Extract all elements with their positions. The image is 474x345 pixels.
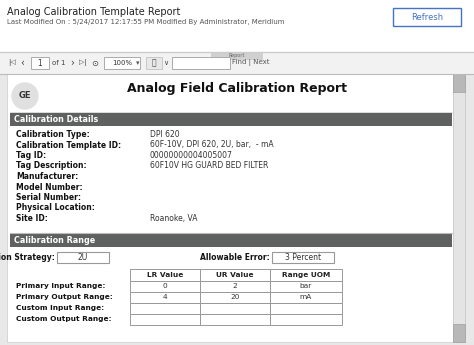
Bar <box>146 57 162 69</box>
Text: 4: 4 <box>163 294 167 300</box>
Text: LR Value: LR Value <box>147 272 183 278</box>
Text: Analog Field Calibration Report: Analog Field Calibration Report <box>127 82 347 95</box>
Text: Physical Location:: Physical Location: <box>16 204 95 213</box>
Text: bar: bar <box>300 283 312 289</box>
Text: Calibration Details: Calibration Details <box>14 115 98 124</box>
Text: Allowable Error:: Allowable Error: <box>200 253 270 262</box>
Text: Calibration Type:: Calibration Type: <box>16 130 90 139</box>
Bar <box>200 281 270 292</box>
Text: Tag Description:: Tag Description: <box>16 161 87 170</box>
Text: 1: 1 <box>37 59 42 68</box>
Text: ⊙: ⊙ <box>91 59 98 68</box>
Bar <box>211 52 263 60</box>
Bar <box>130 269 200 281</box>
Bar <box>130 281 200 292</box>
Bar <box>453 324 465 342</box>
Text: ∨: ∨ <box>163 60 168 66</box>
Text: Manufacturer:: Manufacturer: <box>16 172 78 181</box>
Bar <box>270 269 342 281</box>
Text: ▷|: ▷| <box>79 59 87 67</box>
Bar <box>57 252 109 263</box>
Text: |◁: |◁ <box>8 59 16 67</box>
Bar <box>7 74 460 342</box>
Text: Model Number:: Model Number: <box>16 183 82 191</box>
Bar <box>270 314 342 325</box>
Text: DPI 620: DPI 620 <box>150 130 180 139</box>
Text: 60F10V HG GUARD BED FILTER: 60F10V HG GUARD BED FILTER <box>150 161 268 170</box>
Bar <box>453 74 465 92</box>
Bar <box>270 292 342 303</box>
Bar <box>0 0 474 52</box>
Text: ‹: ‹ <box>20 58 24 68</box>
Text: 🖫: 🖫 <box>152 59 156 68</box>
Bar <box>393 8 461 26</box>
Text: Report: Report <box>229 53 245 59</box>
Bar <box>200 269 270 281</box>
Text: Primary Output Range:: Primary Output Range: <box>16 294 113 300</box>
Text: Last Modified On : 5/24/2017 12:17:55 PM Modified By Administrator, Meridium: Last Modified On : 5/24/2017 12:17:55 PM… <box>7 19 284 25</box>
Text: Serial Number:: Serial Number: <box>16 193 81 202</box>
Text: Custom Output Range:: Custom Output Range: <box>16 316 111 322</box>
Bar <box>200 303 270 314</box>
Bar <box>453 74 465 342</box>
Text: 100%: 100% <box>112 60 132 66</box>
Bar <box>31 57 49 69</box>
Text: GE: GE <box>19 91 31 100</box>
Bar <box>200 292 270 303</box>
Bar <box>10 113 452 126</box>
Text: Roanoke, VA: Roanoke, VA <box>150 214 198 223</box>
Bar <box>130 303 200 314</box>
Bar <box>270 281 342 292</box>
Bar <box>130 292 200 303</box>
Text: Find | Next: Find | Next <box>232 59 270 67</box>
Text: Calibration Range: Calibration Range <box>14 236 95 245</box>
Text: Calibration Template ID:: Calibration Template ID: <box>16 140 121 149</box>
Text: Tag ID:: Tag ID: <box>16 151 46 160</box>
Bar <box>272 252 334 263</box>
Bar <box>130 314 200 325</box>
Text: 3 Percent: 3 Percent <box>285 253 321 262</box>
Text: ▾: ▾ <box>136 60 140 66</box>
Text: 00000000004005007: 00000000004005007 <box>150 151 233 160</box>
Bar <box>200 314 270 325</box>
Text: 60F-10V, DPI 620, 2U, bar,  - mA: 60F-10V, DPI 620, 2U, bar, - mA <box>150 140 273 149</box>
Bar <box>270 303 342 314</box>
Bar <box>10 234 452 247</box>
Text: of 1: of 1 <box>52 60 65 66</box>
Text: Custom Input Range:: Custom Input Range: <box>16 305 104 311</box>
Text: Calibration Strategy:: Calibration Strategy: <box>0 253 55 262</box>
Text: Site ID:: Site ID: <box>16 214 48 223</box>
Text: Range UOM: Range UOM <box>282 272 330 278</box>
Circle shape <box>12 83 38 109</box>
Text: Primary Input Range:: Primary Input Range: <box>16 283 105 289</box>
Text: mA: mA <box>300 294 312 300</box>
Text: ›: › <box>70 58 74 68</box>
Text: 20: 20 <box>230 294 240 300</box>
Bar <box>104 57 140 69</box>
Bar <box>172 57 230 69</box>
Text: 2: 2 <box>233 283 237 289</box>
Bar <box>0 52 474 74</box>
Text: Analog Calibration Template Report: Analog Calibration Template Report <box>7 7 181 17</box>
Text: UR Value: UR Value <box>216 272 254 278</box>
Text: 0: 0 <box>163 283 167 289</box>
Text: 2U: 2U <box>78 253 88 262</box>
Text: Refresh: Refresh <box>411 12 443 21</box>
